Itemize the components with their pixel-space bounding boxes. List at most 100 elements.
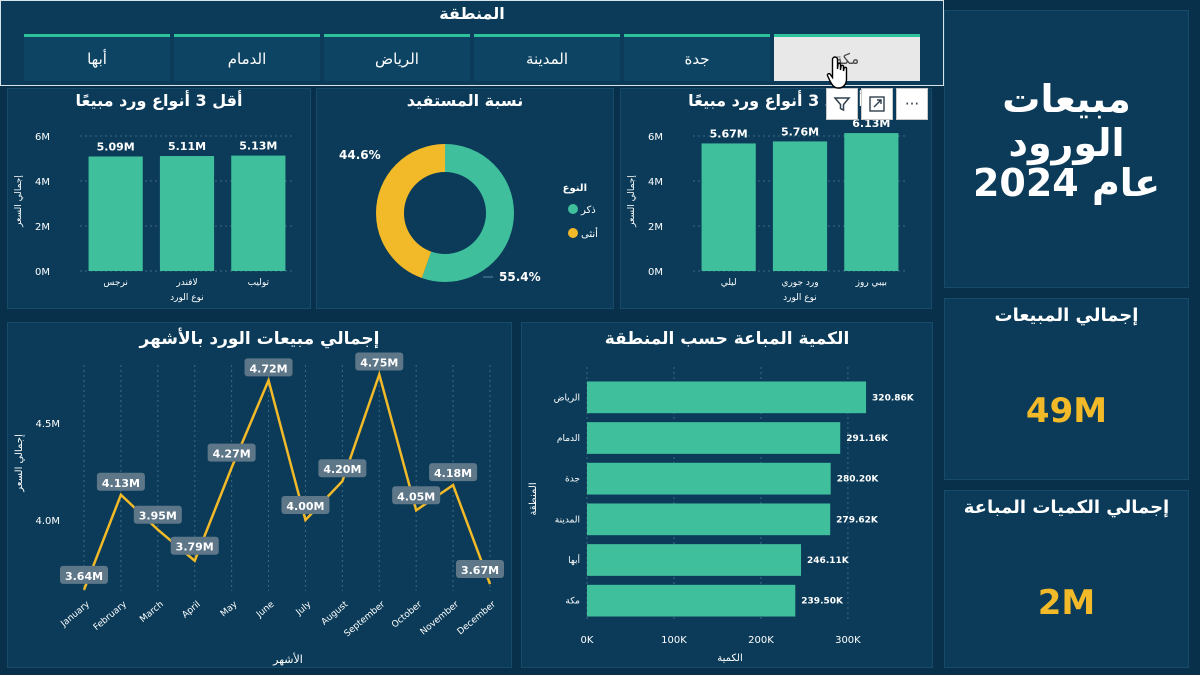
bottom3-ylabel: إجمالي السعر [14, 175, 24, 228]
slicer-tab-madinah[interactable]: المدينة [474, 34, 620, 81]
monthly-data-label: 4.13M [102, 477, 140, 490]
region-data-label: 246.11K [807, 556, 850, 566]
more-options-icon[interactable]: ··· [896, 88, 928, 120]
monthly-ytick-label: 4.5M [35, 419, 60, 430]
slicer-tab-riyadh[interactable]: الرياض [324, 34, 470, 81]
bottom3-category-label: نرجس [103, 278, 128, 288]
monthly-chart-title: إجمالي مبيعات الورد بالأشهر [139, 329, 380, 349]
region-data-label: 239.50K [801, 597, 844, 607]
region-xlabel: الكمية [717, 653, 743, 664]
bottom3-data-label: 5.13M [239, 140, 277, 153]
monthly-data-label-box [318, 459, 367, 478]
monthly-data-label: 4.75M [360, 357, 398, 370]
monthly-data-label: 3.64M [65, 570, 103, 583]
donut-slice [376, 144, 514, 282]
region-category-label: المدينة [555, 515, 580, 525]
monthly-data-label-box [170, 536, 219, 555]
region-bar [587, 503, 831, 536]
donut-chart-panel: نسبة المستفيد 55.4% 44.6% النوع ذكر أنثى [316, 88, 614, 309]
top3-category-label: بيبي روز [855, 278, 887, 288]
monthly-month-label: January [59, 599, 93, 630]
monthly-data-label: 4.05M [397, 490, 435, 503]
top3-ytick-label: 0M [648, 267, 663, 278]
monthly-data-label: 4.20M [323, 463, 361, 476]
donut-legend-swatch [568, 228, 578, 238]
kpi-sales-value: 49M [1025, 391, 1108, 431]
headline-title: مبيعات الورود [1002, 77, 1131, 165]
slicer-tab-dammam[interactable]: الدمام [174, 34, 320, 81]
monthly-chart: 4.0M 4.5M إجمالي السعر 3.64M January 4.13M Feb… [14, 352, 504, 666]
monthly-month-label: December [456, 599, 498, 637]
region-ylabel: المنطقة [528, 482, 539, 515]
top3-ytick-label: 6M [648, 132, 663, 143]
kpi-total-sales: إجمالي المبيعات 49M [944, 298, 1189, 480]
region-bar [587, 544, 802, 576]
monthly-data-label-box [392, 486, 441, 505]
monthly-month-label: April [180, 600, 202, 621]
top3-bar [844, 133, 899, 271]
monthly-data-label-box [244, 358, 293, 377]
top3-category-label: ليلي [721, 278, 737, 288]
region-xtick-label: 300K [835, 635, 861, 646]
top3-data-label: 5.76M [781, 125, 819, 138]
kpi-total-quantity: إجمالي الكميات المباعة 2M [944, 490, 1189, 668]
monthly-data-label-box [60, 565, 108, 584]
monthly-data-label-box [429, 463, 478, 482]
monthly-ytick-label: 4.0M [35, 516, 60, 527]
bottom3-bar [159, 156, 215, 271]
kpi-quantity-label: إجمالي الكميات المباعة [963, 497, 1170, 518]
region-category-label: أبها [568, 554, 580, 566]
slicer-tab-jeddah[interactable]: جدة [624, 34, 770, 81]
region-category-label: مكة [565, 597, 580, 607]
region-category-label: الرياض [554, 393, 580, 403]
visual-header: ··· [826, 88, 928, 120]
monthly-month-label: March [138, 600, 165, 625]
bottom3-data-label: 5.09M [97, 140, 135, 153]
bottom3-chart-panel: أقل 3 أنواع ورد مبيعًا 0M 2M 4M 6M إجمالي ال… [7, 88, 311, 309]
bottom3-ytick-label: 6M [35, 132, 50, 143]
monthly-data-label-box [456, 560, 504, 579]
bottom3-xlabel: نوع الورد [170, 293, 204, 303]
region-bar [587, 584, 796, 617]
bottom3-bar [231, 155, 286, 271]
top3-xlabel: نوع الورد [783, 293, 817, 303]
monthly-month-label: February [92, 599, 129, 633]
slicer-tab-abha[interactable]: أبها [24, 34, 170, 81]
region-slicer: المنطقة أبها الدمام الرياض المدينة جدة م… [0, 0, 944, 86]
bottom3-ytick-label: 4M [35, 177, 50, 188]
monthly-xlabel: الأشهر [272, 652, 303, 666]
top3-ytick-label: 2M [648, 222, 663, 233]
monthly-data-label-box [133, 505, 182, 524]
headline-card: مبيعات الورود عام 2024 [944, 10, 1189, 288]
bottom3-ytick-label: 0M [35, 267, 50, 278]
region-data-label: 291.16K [846, 434, 889, 444]
filter-icon[interactable] [826, 88, 858, 120]
top3-chart: 0M 2M 4M 6M إجمالي السعر 6.13M بيبي روز 5.76M ور… [627, 117, 907, 303]
donut-legend-label: أنثى [581, 227, 598, 240]
monthly-chart-panel: إجمالي مبيعات الورد بالأشهر 4.0M 4.5M إجما… [7, 322, 512, 668]
monthly-month-label: October [390, 599, 424, 630]
bottom3-chart: 0M 2M 4M 6M إجمالي السعر 5.13M توليب 5.11M لافند… [14, 132, 294, 303]
monthly-data-label: 3.67M [461, 564, 499, 577]
region-data-label: 280.20K [837, 475, 880, 485]
donut-data-label: 55.4% [499, 270, 541, 284]
monthly-data-label: 3.79M [176, 541, 214, 554]
region-chart-title: الكمية المباعة حسب المنطقة [604, 329, 850, 349]
monthly-ylabel: إجمالي السعر [14, 434, 25, 493]
bottom3-bar [88, 156, 143, 271]
region-xtick-label: 200K [748, 635, 774, 646]
bottom3-chart-title: أقل 3 أنواع ورد مبيعًا [75, 91, 243, 110]
kpi-sales-label: إجمالي المبيعات [994, 305, 1139, 326]
donut-chart-title: نسبة المستفيد [406, 91, 524, 110]
slicer-title: المنطقة [439, 4, 505, 23]
top3-ylabel: إجمالي السعر [627, 175, 637, 228]
region-category-label: الدمام [557, 434, 580, 444]
focus-mode-icon[interactable] [861, 88, 893, 120]
hand-cursor-icon [826, 56, 848, 89]
kpi-quantity-value: 2M [1037, 583, 1096, 623]
donut-chart: 55.4% 44.6% النوع ذكر أنثى [339, 144, 598, 284]
region-data-label: 320.86K [872, 393, 915, 403]
donut-legend-swatch [568, 204, 578, 214]
monthly-month-label: June [254, 599, 277, 620]
